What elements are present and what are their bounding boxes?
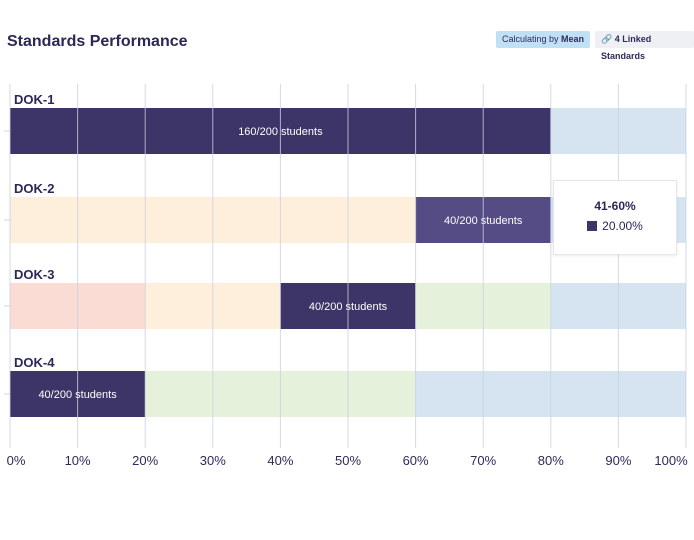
link-icon: 🔗 [601,34,613,44]
x-tick-label: 90% [605,453,631,468]
calc-prefix: Calculating by [502,34,562,44]
tooltip-swatch [587,221,598,231]
tooltip: 41-60% 20.00% [553,180,677,255]
x-tick-label: 50% [335,453,361,468]
category-label: DOK-1 [14,92,54,107]
page-title: Standards Performance [7,33,188,50]
category-label: DOK-4 [14,355,55,370]
x-tick-label: 100% [654,453,688,468]
x-tick-label: 40% [267,453,293,468]
x-tick-label: 10% [65,453,91,468]
tooltip-title: 41-60% [594,199,636,213]
linked-standards-button[interactable]: 🔗 4 Linked Standards [595,31,694,61]
tooltip-value: 20.00% [602,219,643,233]
x-tick-label: 0% [7,453,26,468]
calculation-method-badge[interactable]: Calculating by Mean [496,31,591,48]
x-tick-label: 80% [538,453,564,468]
x-tick-label: 60% [403,453,429,468]
linked-label: 4 Linked Standards [601,34,652,61]
category-label: DOK-2 [14,181,54,196]
x-tick-label: 70% [470,453,496,468]
category-label: DOK-3 [14,267,54,282]
x-tick-label: 30% [200,453,226,468]
calc-value: Mean [561,34,585,44]
x-tick-label: 20% [132,453,158,468]
